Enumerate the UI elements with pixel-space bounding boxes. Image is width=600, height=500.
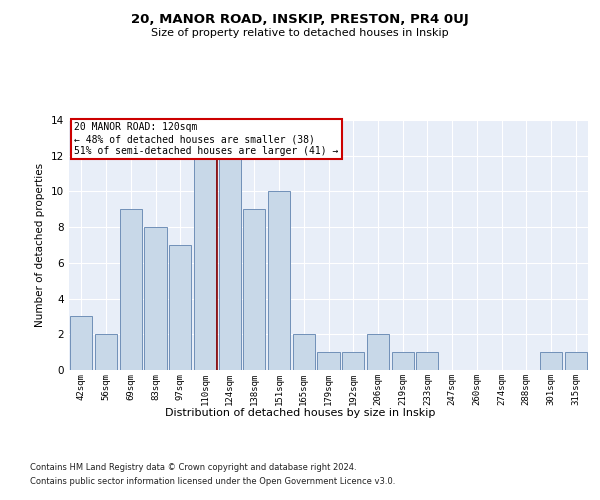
Bar: [194, 156, 216, 370]
Bar: [342, 352, 364, 370]
Bar: [145, 227, 167, 370]
Bar: [243, 210, 265, 370]
Text: Contains HM Land Registry data © Crown copyright and database right 2024.: Contains HM Land Registry data © Crown c…: [30, 462, 356, 471]
Text: Contains public sector information licensed under the Open Government Licence v3: Contains public sector information licen…: [30, 478, 395, 486]
Bar: [293, 334, 315, 370]
Bar: [367, 334, 389, 370]
Bar: [70, 316, 92, 370]
Text: Size of property relative to detached houses in Inskip: Size of property relative to detached ho…: [151, 28, 449, 38]
Bar: [540, 352, 562, 370]
Text: Distribution of detached houses by size in Inskip: Distribution of detached houses by size …: [165, 408, 435, 418]
Bar: [95, 334, 117, 370]
Y-axis label: Number of detached properties: Number of detached properties: [35, 163, 46, 327]
Bar: [416, 352, 439, 370]
Bar: [317, 352, 340, 370]
Bar: [268, 192, 290, 370]
Bar: [218, 156, 241, 370]
Bar: [119, 210, 142, 370]
Bar: [392, 352, 414, 370]
Text: 20 MANOR ROAD: 120sqm
← 48% of detached houses are smaller (38)
51% of semi-deta: 20 MANOR ROAD: 120sqm ← 48% of detached …: [74, 122, 338, 156]
Text: 20, MANOR ROAD, INSKIP, PRESTON, PR4 0UJ: 20, MANOR ROAD, INSKIP, PRESTON, PR4 0UJ: [131, 12, 469, 26]
Bar: [565, 352, 587, 370]
Bar: [169, 245, 191, 370]
